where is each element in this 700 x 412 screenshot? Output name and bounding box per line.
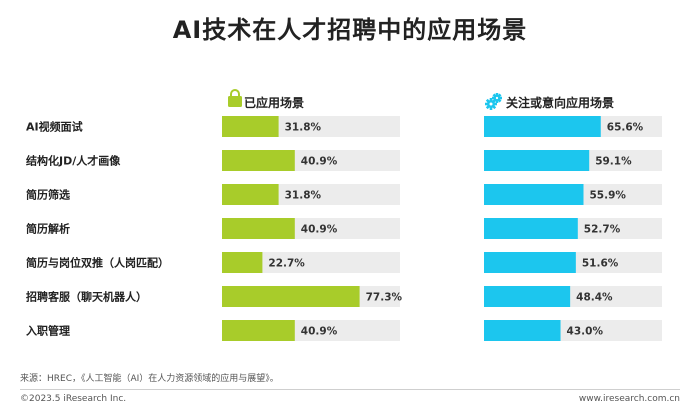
- data-label: 31.8%: [285, 190, 322, 202]
- chart-row: 简历筛选 31.8% 55.9%: [26, 184, 662, 205]
- interest-bar: [484, 116, 601, 137]
- data-label: 77.3%: [366, 292, 403, 304]
- chart-row: 入职管理 40.9% 43.0%: [26, 320, 662, 341]
- category-label: 简历与岗位双推（人岗匹配）: [26, 256, 169, 270]
- data-label: 22.7%: [268, 258, 305, 270]
- chart-row: 简历解析 40.9% 52.7%: [26, 218, 662, 239]
- data-label: 48.4%: [576, 292, 613, 304]
- applied-bar: [222, 286, 360, 307]
- category-label: 简历筛选: [26, 188, 70, 202]
- data-label: 52.7%: [584, 224, 621, 236]
- category-label: AI视频面试: [26, 120, 83, 134]
- chart-title: AI技术在人才招聘中的应用场景: [172, 16, 528, 44]
- footer-divider: [20, 389, 680, 390]
- interest-bar: [484, 252, 576, 273]
- chart-row: 结构化JD/人才画像 40.9% 59.1%: [25, 150, 662, 171]
- bar-track: [222, 252, 400, 273]
- gears-icon: [485, 93, 502, 110]
- data-label: 40.9%: [301, 326, 338, 338]
- interest-bar: [484, 286, 571, 307]
- applied-bar: [222, 184, 279, 205]
- applied-bar: [222, 218, 295, 239]
- applied-bar: [222, 320, 295, 341]
- chart-row: AI视频面试 31.8% 65.6%: [26, 116, 662, 137]
- data-label: 40.9%: [301, 224, 338, 236]
- interest-bar: [484, 218, 578, 239]
- applied-bar: [222, 252, 263, 273]
- data-label: 65.6%: [607, 122, 644, 134]
- legend: 已应用场景 关注或意向应用场景: [228, 89, 614, 110]
- data-label: 31.8%: [285, 122, 322, 134]
- legend-label-1: 已应用场景: [244, 95, 304, 110]
- bar-chart: 已应用场景 关注或意向应用场景 AI视频面试 31.8% 65.6% 结构化JD/人才画…: [25, 89, 662, 341]
- category-label: 简历解析: [26, 222, 70, 236]
- chart-row: 简历与岗位双推（人岗匹配） 22.7% 51.6%: [26, 252, 662, 273]
- data-label: 40.9%: [301, 156, 338, 168]
- interest-bar: [484, 184, 584, 205]
- lock-icon: [228, 89, 242, 107]
- data-label: 43.0%: [567, 326, 604, 338]
- interest-bar: [484, 150, 590, 171]
- legend-label-2: 关注或意向应用场景: [506, 95, 614, 110]
- data-label: 51.6%: [582, 258, 619, 270]
- interest-bar: [484, 320, 561, 341]
- category-label: 结构化JD/人才画像: [25, 154, 121, 168]
- website-link[interactable]: www.iresearch.com.cn: [578, 394, 680, 404]
- chart-row: 招聘客服（聊天机器人） 77.3% 48.4%: [26, 286, 662, 307]
- applied-bar: [222, 150, 295, 171]
- chart-rows: AI视频面试 31.8% 65.6% 结构化JD/人才画像 40.9% 59.1% 简历筛选…: [25, 116, 662, 341]
- data-label: 59.1%: [595, 156, 632, 168]
- data-label: 55.9%: [590, 190, 627, 202]
- source-note: 来源：HREC，《人工智能（AI）在人力资源领域的应用与展望》。: [20, 374, 279, 384]
- category-label: 招聘客服（聊天机器人）: [26, 290, 147, 304]
- category-label: 入职管理: [26, 324, 70, 338]
- copyright: ©2023.5 iResearch Inc.: [20, 394, 127, 404]
- applied-bar: [222, 116, 279, 137]
